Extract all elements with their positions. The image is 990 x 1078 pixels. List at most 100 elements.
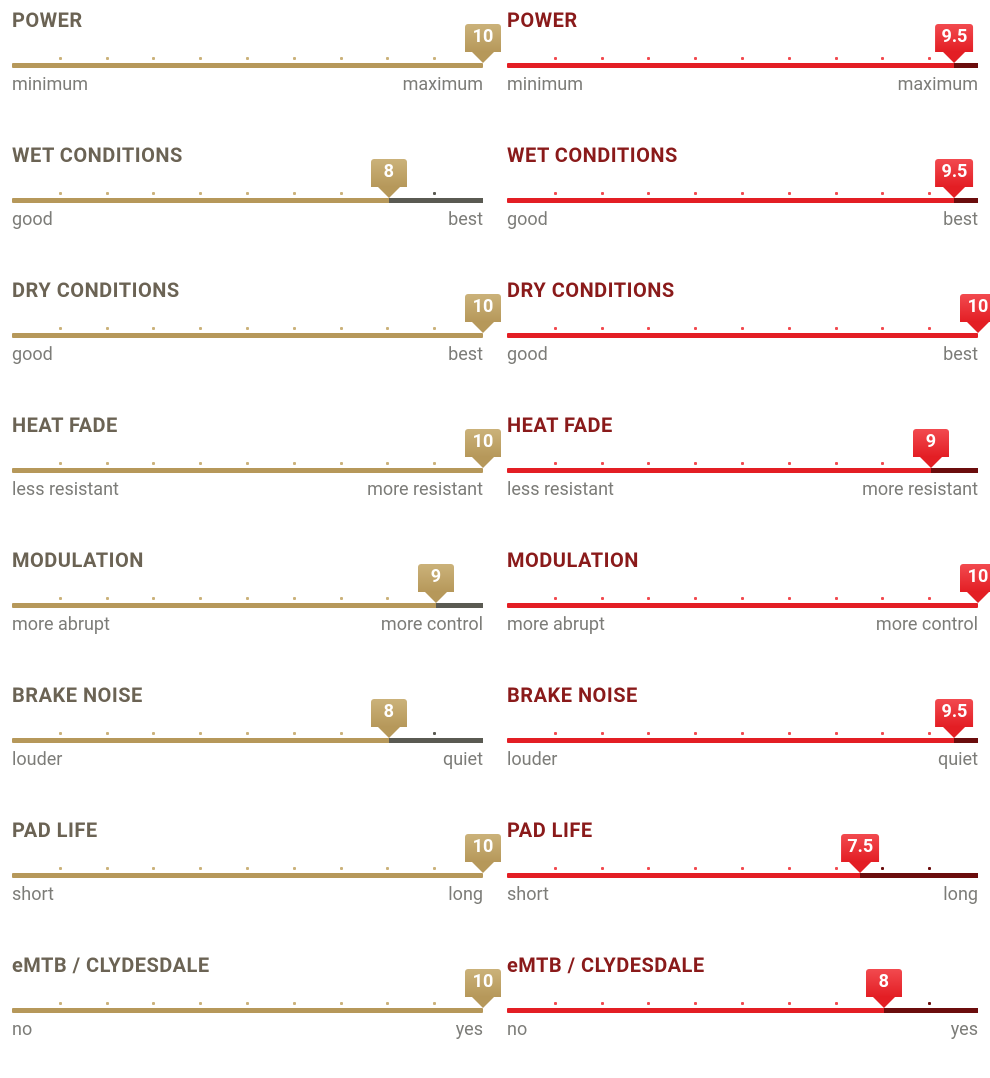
scale-labels: shortlong [507, 884, 978, 905]
marker-arrow-icon [872, 996, 896, 1008]
metric-title: PAD LIFE [12, 818, 483, 842]
tick [928, 1002, 931, 1005]
scale-track [12, 468, 483, 473]
scale-ticks [507, 462, 978, 465]
scale: 10 [12, 324, 483, 338]
tick [59, 57, 62, 60]
tick [59, 597, 62, 600]
scale: 8 [507, 999, 978, 1013]
scale: 9.5 [507, 189, 978, 203]
scale-label-left: more abrupt [507, 614, 605, 635]
scale-label-right: more resistant [367, 479, 483, 500]
value-marker: 9.5 [936, 24, 974, 63]
tick [152, 732, 155, 735]
tick [694, 1002, 697, 1005]
tick [788, 732, 791, 735]
tick [106, 732, 109, 735]
tick [788, 327, 791, 330]
scale-label-right: long [943, 884, 978, 905]
scale-label-right: yes [456, 1019, 483, 1040]
metric-title: MODULATION [12, 548, 483, 572]
scale-track [507, 738, 978, 743]
tick [293, 57, 296, 60]
marker-arrow-icon [919, 456, 943, 468]
tick [246, 1002, 249, 1005]
tick [928, 192, 931, 195]
scale-label-right: more resistant [862, 479, 978, 500]
tick [694, 732, 697, 735]
tick [881, 867, 884, 870]
tick [881, 327, 884, 330]
scale-labels: goodbest [12, 344, 483, 365]
value-badge: 10 [465, 24, 501, 52]
tick [741, 1002, 744, 1005]
tick [59, 1002, 62, 1005]
tick [199, 597, 202, 600]
tick [554, 192, 557, 195]
scale-label-left: more abrupt [12, 614, 110, 635]
tick [788, 597, 791, 600]
metric-cell: HEAT FADE9less resistantmore resistant [507, 413, 978, 500]
tick [788, 462, 791, 465]
tick [433, 57, 436, 60]
value-badge: 10 [960, 294, 990, 322]
scale-label-left: no [507, 1019, 527, 1040]
value-marker: 8 [866, 969, 902, 1008]
metric-cell: BRAKE NOISE8louderquiet [12, 683, 483, 770]
tick [199, 192, 202, 195]
tick [694, 462, 697, 465]
metric-title: BRAKE NOISE [12, 683, 483, 707]
tick [106, 867, 109, 870]
value-marker: 8 [371, 159, 407, 198]
value-badge: 9.5 [936, 699, 974, 727]
tick [647, 327, 650, 330]
scale-labels: minimummaximum [507, 74, 978, 95]
tick [386, 1002, 389, 1005]
tick [835, 732, 838, 735]
scale-ticks [12, 327, 483, 330]
scale: 8 [12, 189, 483, 203]
tick [647, 597, 650, 600]
tick [293, 867, 296, 870]
scale-track [12, 873, 483, 878]
marker-arrow-icon [966, 591, 990, 603]
tick [601, 327, 604, 330]
scale-track [12, 603, 483, 608]
metric-title: WET CONDITIONS [12, 143, 483, 167]
scale-ticks [12, 867, 483, 870]
tick [386, 327, 389, 330]
scale-label-left: good [507, 344, 548, 365]
scale-track [12, 1008, 483, 1013]
tick [293, 462, 296, 465]
tick [554, 867, 557, 870]
scale-ticks [507, 57, 978, 60]
tick [152, 462, 155, 465]
tick [340, 732, 343, 735]
tick [601, 462, 604, 465]
metric-cell: DRY CONDITIONS10goodbest [507, 278, 978, 365]
tick [788, 192, 791, 195]
value-badge: 9.5 [936, 24, 974, 52]
tick [647, 867, 650, 870]
tick [340, 867, 343, 870]
scale-label-right: quiet [938, 749, 978, 770]
scale-ticks [507, 1002, 978, 1005]
scale-label-right: best [448, 344, 483, 365]
tick [246, 462, 249, 465]
tick [741, 597, 744, 600]
tick [293, 1002, 296, 1005]
scale-label-right: quiet [443, 749, 483, 770]
scale: 10 [12, 54, 483, 68]
scale-label-left: less resistant [12, 479, 119, 500]
tick [881, 732, 884, 735]
tick [881, 462, 884, 465]
tick [152, 597, 155, 600]
scale-labels: less resistant more resistant [12, 479, 483, 500]
scale-label-left: less resistant [507, 479, 614, 500]
marker-arrow-icon [471, 51, 495, 63]
tick [835, 192, 838, 195]
marker-arrow-icon [942, 726, 966, 738]
value-badge: 8 [371, 159, 407, 187]
scale-track [507, 468, 978, 473]
marker-arrow-icon [471, 861, 495, 873]
